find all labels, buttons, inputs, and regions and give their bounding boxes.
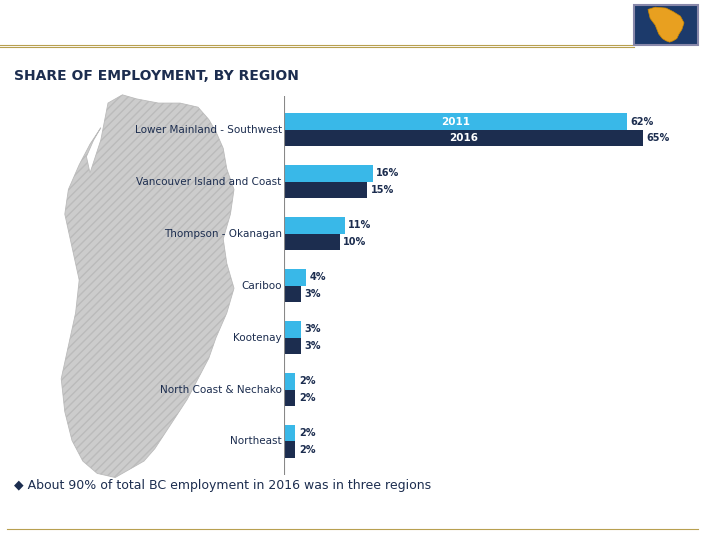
- Text: 2%: 2%: [299, 393, 315, 403]
- Text: 12: 12: [684, 514, 698, 524]
- Text: 15%: 15%: [371, 185, 394, 195]
- Text: BC LABOUR MARKET INFORMATION OFFICE: BC LABOUR MARKET INFORMATION OFFICE: [18, 18, 338, 31]
- Text: 3%: 3%: [305, 341, 321, 351]
- Bar: [284, 217, 345, 234]
- Text: 10%: 10%: [343, 237, 366, 247]
- Bar: [284, 234, 340, 251]
- Polygon shape: [61, 95, 234, 477]
- Text: Kootenay: Kootenay: [233, 333, 282, 342]
- Bar: [284, 165, 373, 182]
- Bar: [284, 321, 301, 338]
- Text: ◆ About 90% of total BC employment in 2016 was in three regions: ◆ About 90% of total BC employment in 20…: [14, 479, 431, 492]
- Text: SHARE OF EMPLOYMENT, BY REGION: SHARE OF EMPLOYMENT, BY REGION: [14, 69, 300, 83]
- Text: 3%: 3%: [305, 325, 321, 334]
- Text: 16%: 16%: [376, 168, 400, 179]
- Bar: [284, 182, 367, 198]
- Text: Thompson - Okanagan: Thompson - Okanagan: [163, 229, 282, 239]
- Text: 2%: 2%: [299, 428, 315, 438]
- Text: 2%: 2%: [299, 445, 315, 455]
- Text: Lower Mainland - Southwest: Lower Mainland - Southwest: [135, 125, 282, 135]
- Bar: [284, 286, 301, 302]
- Text: Cariboo: Cariboo: [241, 281, 282, 291]
- Text: 3%: 3%: [305, 289, 321, 299]
- Text: Northeast: Northeast: [230, 436, 282, 447]
- Bar: [284, 373, 295, 389]
- Bar: [284, 130, 643, 146]
- Text: 2016: 2016: [449, 133, 478, 143]
- Bar: [284, 269, 307, 286]
- Text: 2011: 2011: [441, 117, 470, 126]
- Bar: [284, 389, 295, 406]
- Bar: [284, 425, 295, 441]
- Bar: [284, 113, 626, 130]
- Text: 62%: 62%: [630, 117, 653, 126]
- Text: 11%: 11%: [348, 220, 372, 231]
- Text: Vancouver Island and Coast: Vancouver Island and Coast: [136, 177, 282, 187]
- Text: 4%: 4%: [310, 272, 326, 282]
- Bar: [284, 441, 295, 458]
- Text: North Coast & Nechako: North Coast & Nechako: [160, 384, 282, 395]
- Polygon shape: [648, 7, 684, 42]
- Text: 65%: 65%: [647, 133, 670, 143]
- Text: 2%: 2%: [299, 376, 315, 386]
- Bar: [284, 338, 301, 354]
